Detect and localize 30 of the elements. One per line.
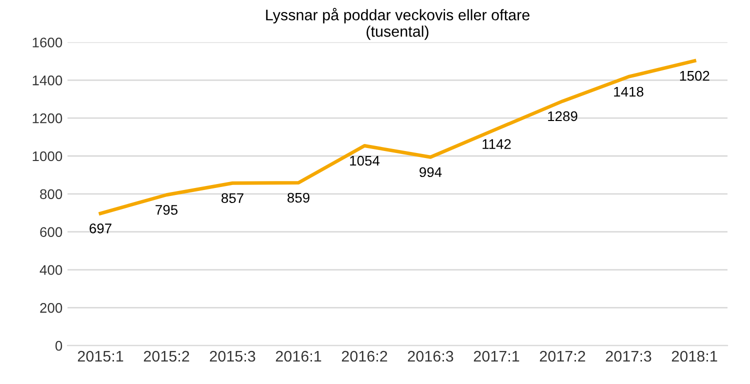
y-tick-label: 0 [55, 340, 62, 351]
y-tick-label: 1200 [32, 113, 62, 124]
data-label: 994 [420, 167, 442, 178]
data-label: 1142 [482, 139, 511, 149]
y-tick-label: 1400 [32, 75, 62, 86]
data-label: 1502 [680, 70, 710, 81]
y-tick-label: 1000 [32, 151, 62, 162]
data-label: 1054 [350, 156, 380, 166]
y-tick-label: 200 [40, 303, 62, 313]
x-tick-label: 2016:2 [342, 350, 388, 362]
y-tick-label: 1600 [32, 38, 62, 48]
x-tick-label: 2017:2 [540, 350, 586, 362]
data-label: 859 [288, 192, 310, 203]
y-tick-label: 800 [40, 189, 62, 200]
x-tick-label: 2015:1 [78, 350, 124, 362]
x-tick-label: 2015:3 [210, 350, 256, 362]
x-tick-label: 2017:3 [606, 350, 652, 362]
x-tick-label: 2017:1 [474, 350, 520, 362]
x-tick-label: 2015:2 [144, 350, 190, 362]
data-label: 857 [222, 193, 244, 204]
x-tick-label: 2016:3 [408, 350, 454, 362]
y-tick-label: 600 [40, 227, 62, 238]
x-tick-label: 2016:1 [276, 350, 322, 362]
y-tick-label: 400 [40, 265, 62, 275]
data-label: 795 [156, 204, 178, 215]
chart-title: Lyssnar på poddar veckovis eller oftare (tusental) [266, 8, 530, 40]
x-tick-label: 2018:1 [672, 350, 718, 362]
data-label: 1289 [548, 111, 578, 122]
data-label: 697 [90, 224, 112, 234]
data-label: 1418 [614, 86, 644, 97]
